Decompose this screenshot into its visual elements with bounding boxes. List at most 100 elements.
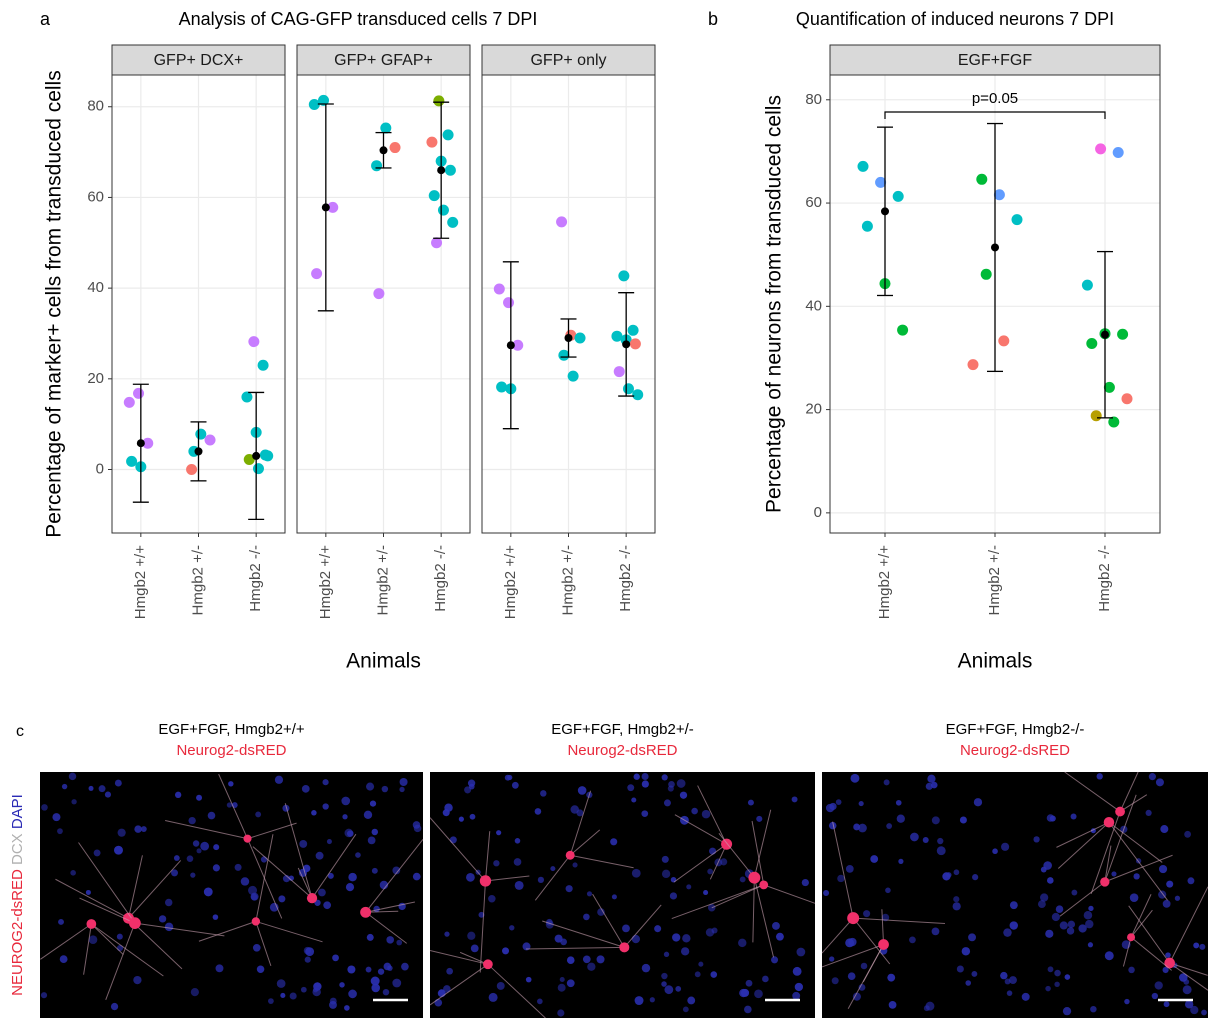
nucleus (378, 968, 384, 974)
nucleus (312, 988, 320, 996)
nucleus (965, 980, 971, 986)
neuron-soma (1115, 807, 1125, 817)
x-tick-label: Hmgb2 +/- (189, 545, 206, 615)
image-subtitle: Neurog2-dsRED (960, 742, 1070, 759)
y-tick-label: 20 (87, 370, 104, 387)
nucleus (322, 779, 328, 785)
nucleus (909, 936, 916, 943)
nucleus (567, 979, 575, 987)
nucleus (204, 888, 213, 897)
panel-label: b (708, 9, 718, 29)
data-point (556, 216, 567, 227)
mean-point (622, 340, 630, 348)
nucleus (555, 935, 563, 943)
data-point (438, 205, 449, 216)
nucleus (670, 892, 677, 899)
nucleus (470, 814, 476, 820)
nucleus (382, 786, 388, 792)
nucleus (1010, 901, 1018, 909)
nucleus (444, 932, 449, 937)
strip-label: GFP+ DCX+ (154, 52, 244, 69)
nucleus (1128, 967, 1135, 974)
nucleus (597, 955, 605, 963)
nucleus (99, 785, 106, 792)
nucleus (366, 783, 374, 791)
nucleus (587, 963, 595, 971)
chart-title: Analysis of CAG-GFP transduced cells 7 D… (179, 9, 538, 29)
nucleus (897, 815, 905, 823)
image-title: EGF+FGF, Hmgb2+/+ (158, 721, 305, 738)
data-point (1012, 214, 1023, 225)
nucleus (972, 874, 978, 880)
nucleus (255, 812, 261, 818)
nucleus (859, 801, 864, 806)
x-tick-label: Hmgb2 +/+ (132, 545, 149, 619)
nucleus (275, 776, 283, 784)
nucleus (910, 833, 919, 842)
nucleus (1184, 831, 1191, 838)
nucleus (1060, 921, 1068, 929)
nucleus (792, 796, 798, 802)
nucleus (444, 803, 452, 811)
data-point (445, 165, 456, 176)
nucleus (957, 965, 964, 972)
nucleus (1054, 970, 1061, 977)
nucleus (540, 790, 546, 796)
nucleus (583, 914, 590, 921)
nucleus (1045, 986, 1051, 992)
nucleus (1063, 1007, 1071, 1015)
mean-point (252, 452, 260, 460)
nucleus (323, 803, 329, 809)
nucleus (683, 1006, 689, 1012)
data-point (205, 435, 216, 446)
data-point (186, 464, 197, 475)
channel-name: NEUROG2-dsRED (9, 865, 26, 996)
data-point (371, 160, 382, 171)
nucleus (1152, 993, 1158, 999)
neuron-soma (252, 917, 260, 925)
nucleus (1159, 865, 1167, 873)
nucleus (175, 792, 181, 798)
data-point (124, 397, 135, 408)
nucleus (709, 848, 716, 855)
nucleus (115, 780, 122, 787)
data-point (858, 161, 869, 172)
nucleus (927, 775, 935, 783)
x-tick-label: Hmgb2 +/+ (876, 545, 893, 619)
mean-point (380, 146, 388, 154)
nucleus (662, 856, 669, 863)
nucleus (863, 910, 870, 917)
neuron-soma (480, 875, 491, 886)
nucleus (687, 997, 695, 1005)
nucleus (610, 838, 617, 845)
nucleus (776, 933, 784, 941)
nucleus (848, 972, 856, 980)
mean-point (195, 447, 203, 455)
nucleus (355, 852, 361, 858)
nucleus (622, 924, 630, 932)
nucleus (257, 965, 265, 973)
neuron-soma (878, 939, 889, 950)
nucleus (853, 824, 860, 831)
nucleus (971, 971, 977, 977)
nucleus (686, 884, 691, 889)
nucleus (208, 812, 216, 820)
nucleus (370, 800, 376, 806)
nucleus (795, 983, 803, 991)
mean-point (437, 166, 445, 174)
nucleus (962, 947, 970, 955)
neuron-soma (1104, 817, 1115, 828)
nucleus (277, 979, 286, 988)
nucleus (612, 894, 617, 899)
nucleus (937, 846, 946, 855)
data-point (1122, 393, 1133, 404)
y-axis-label: Percentage of neurons from transduced ce… (763, 95, 786, 513)
nucleus (193, 840, 199, 846)
nucleus (587, 891, 592, 896)
x-tick-label: Hmgb2 -/- (432, 545, 449, 612)
nucleus (754, 990, 763, 999)
data-point (503, 297, 514, 308)
strip-label: GFP+ only (530, 52, 606, 69)
data-point (426, 137, 437, 148)
nucleus (1165, 952, 1171, 958)
